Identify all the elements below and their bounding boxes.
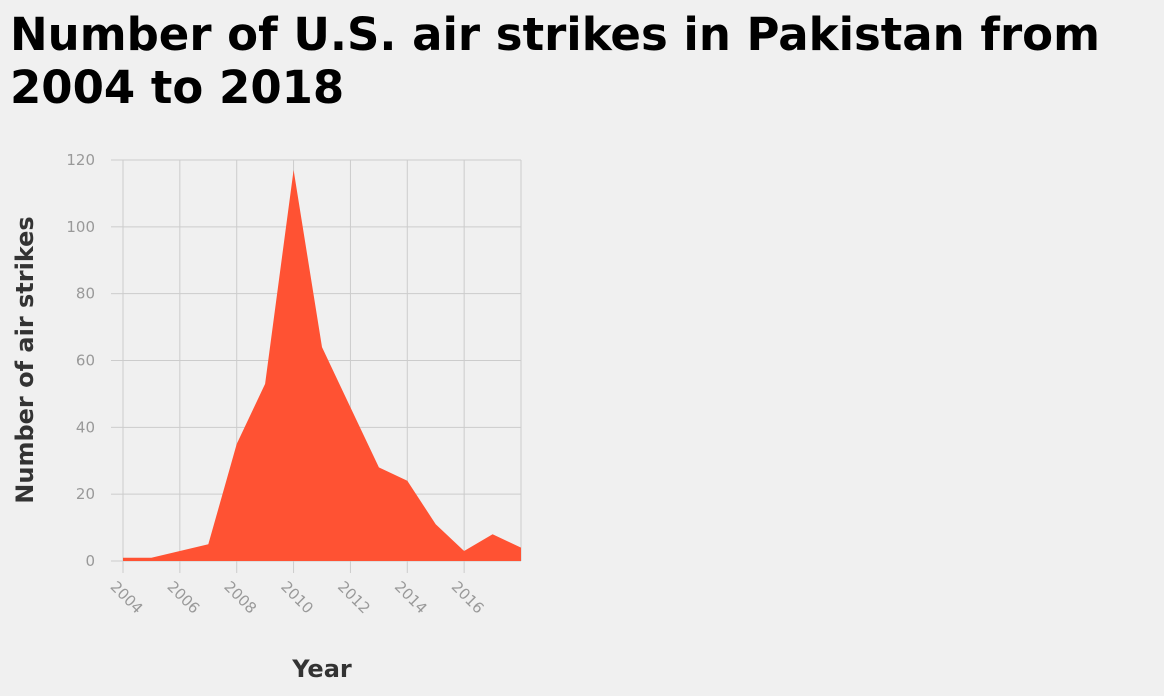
y-tick-label: 60 <box>76 352 95 370</box>
x-tick-label: 2010 <box>277 578 317 618</box>
x-tick-label: 2006 <box>164 578 204 618</box>
x-axis-title: Year <box>291 655 352 683</box>
x-tick-label: 2008 <box>220 578 260 618</box>
x-tick-label: 2012 <box>334 578 374 618</box>
y-tick-label: 80 <box>76 285 95 303</box>
x-tick-label: 2014 <box>391 578 431 618</box>
area-fill <box>123 170 521 561</box>
y-tick-label: 0 <box>85 552 95 570</box>
y-tick-label: 100 <box>66 218 95 236</box>
x-tick-label: 2004 <box>107 578 147 618</box>
y-tick-labels: 0 20 40 60 80 100 120 <box>66 151 95 570</box>
x-tick-label: 2016 <box>448 578 488 618</box>
axis-ticks <box>111 159 465 573</box>
y-tick-label: 20 <box>76 485 95 503</box>
y-axis-title: Number of air strikes <box>11 216 39 503</box>
area-series <box>123 170 521 561</box>
y-tick-label: 120 <box>66 151 95 169</box>
chart-title: Number of U.S. air strikes in Pakistan f… <box>10 8 1100 114</box>
x-tick-labels: 2004 2006 2008 2010 2012 2014 2016 <box>107 578 488 618</box>
y-tick-label: 40 <box>76 418 95 436</box>
